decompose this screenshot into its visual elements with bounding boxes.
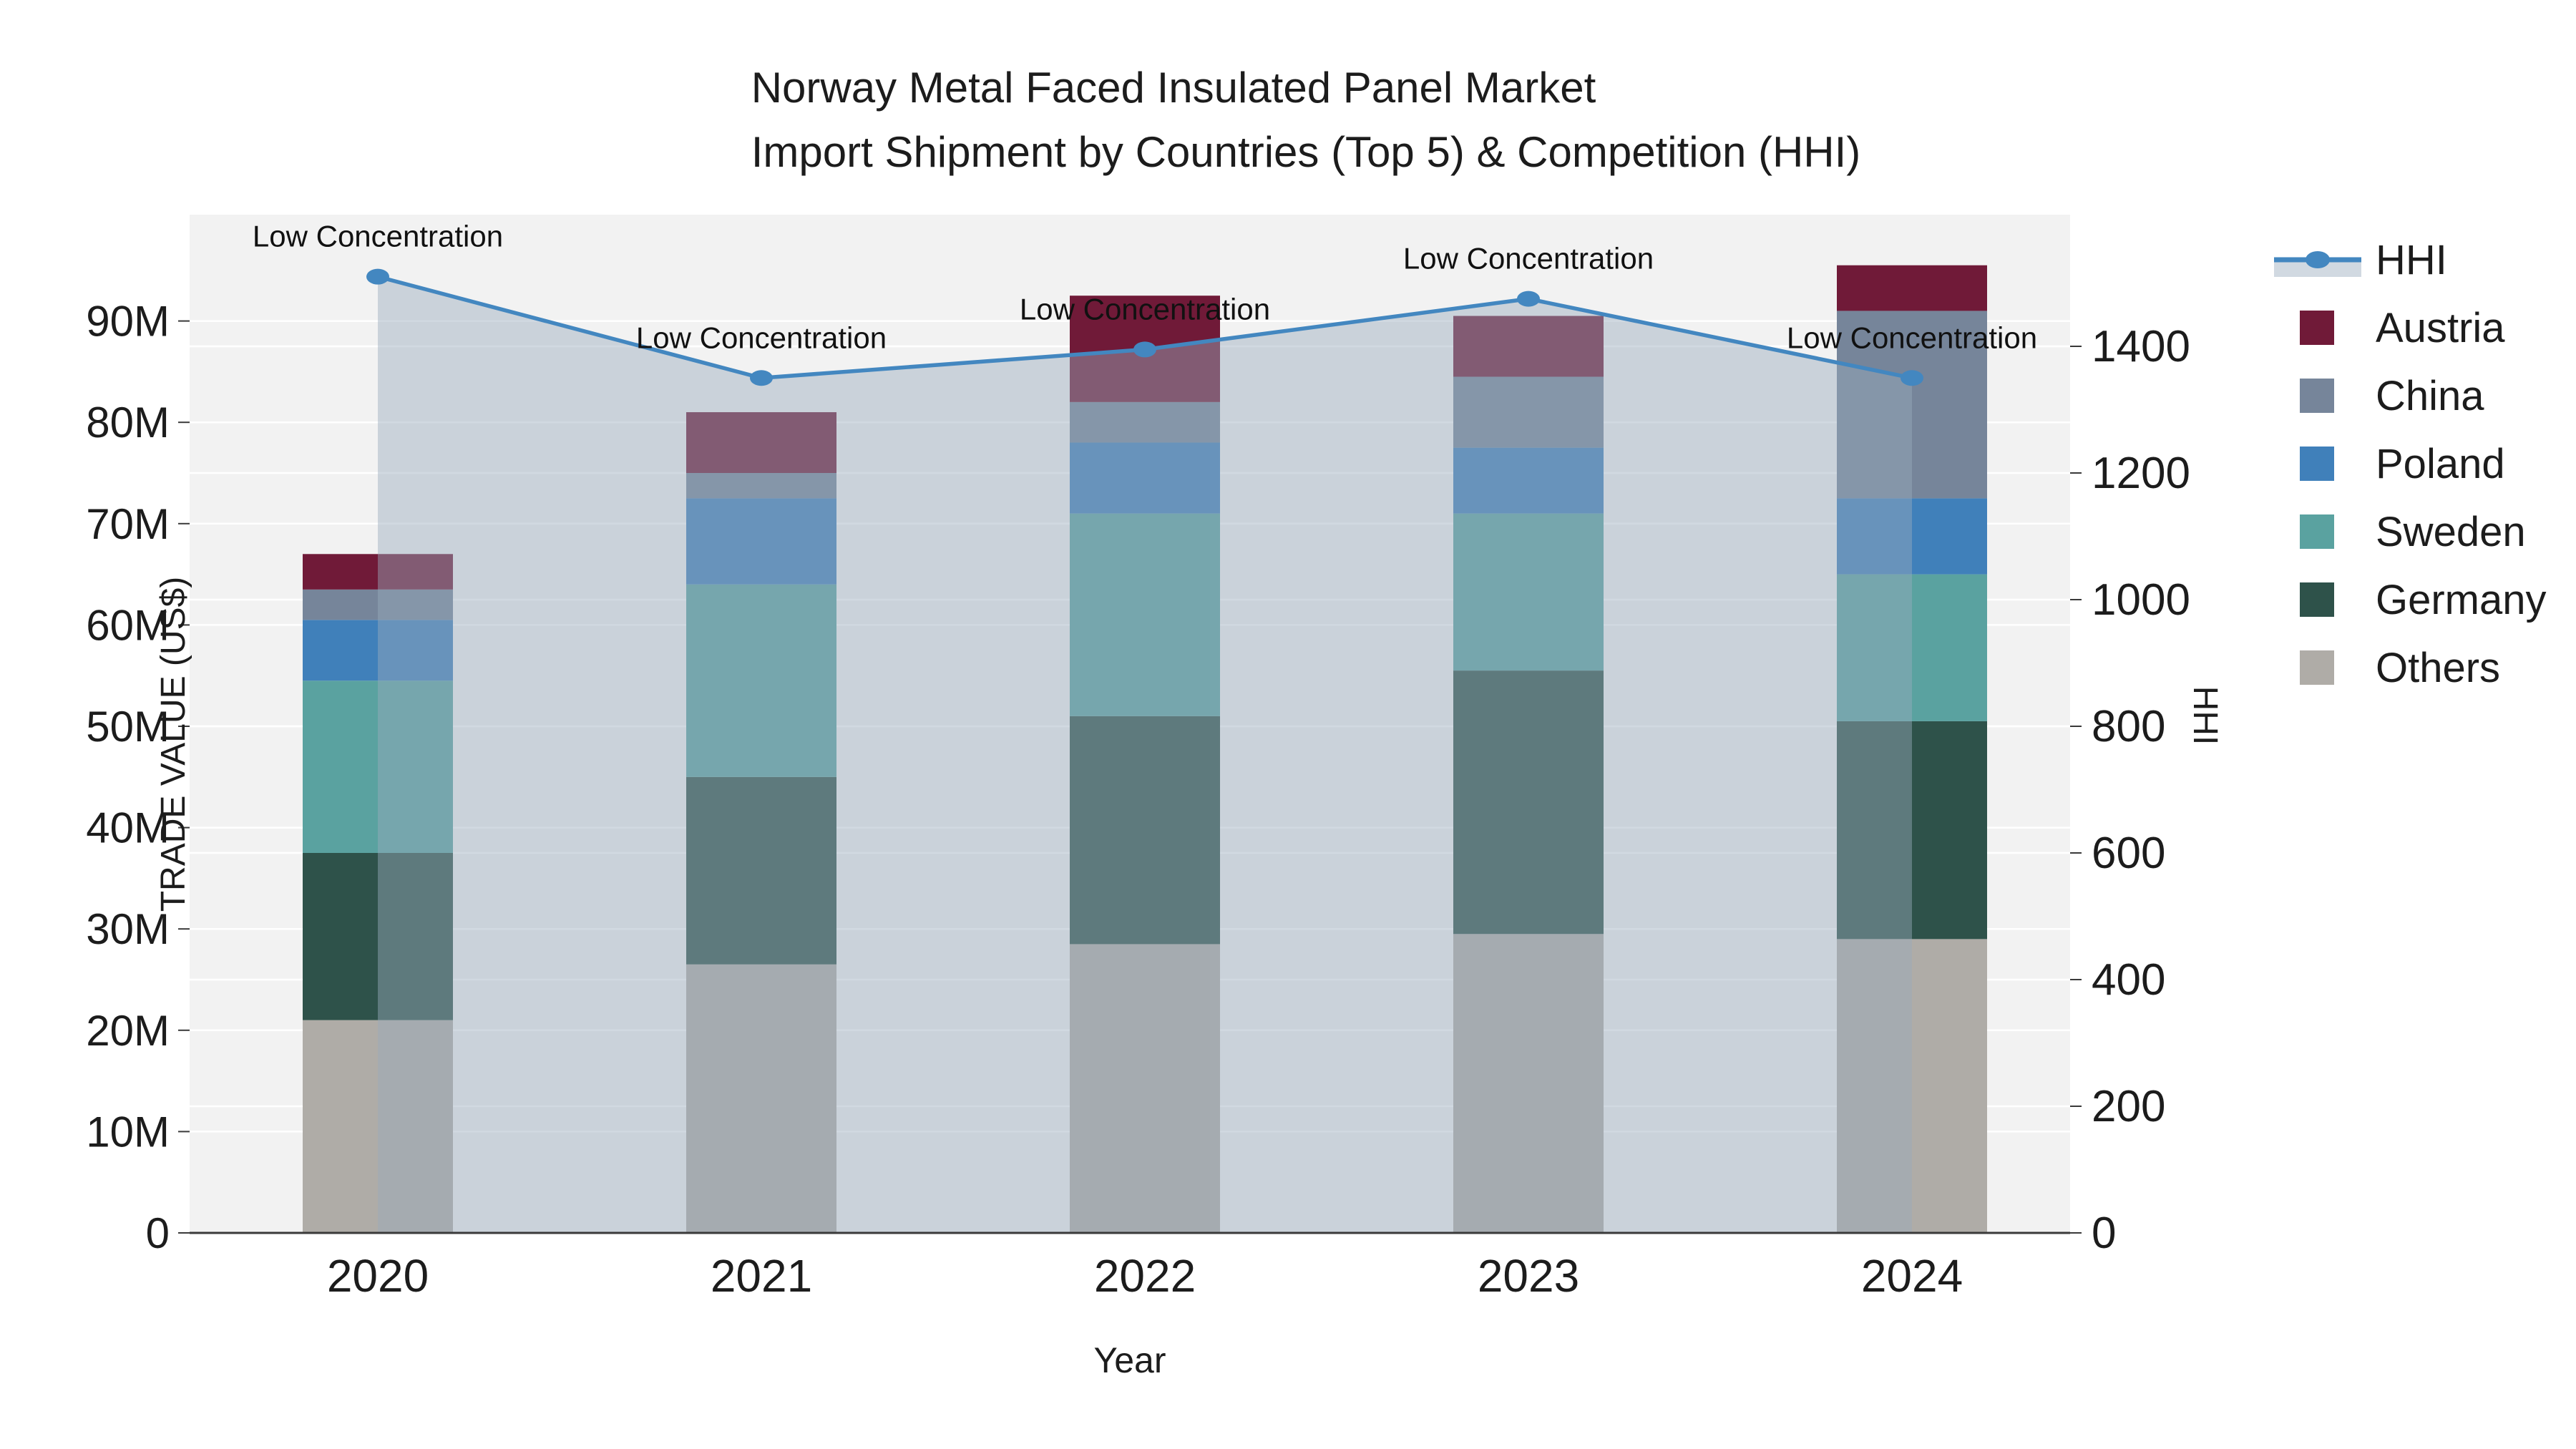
bar-segment-2021-poland[interactable] [686,498,836,585]
chart-title-line2: Import Shipment by Countries (Top 5) & C… [751,128,1861,176]
legend-label-poland: Poland [2376,441,2505,487]
bar-segment-2023-others[interactable] [1453,934,1604,1233]
x-axis-title: Year [1093,1340,1166,1380]
hhi-marker-2023[interactable] [1517,291,1540,307]
bar-segment-2024-sweden[interactable] [1837,574,1987,721]
legend-item-others[interactable]: Others [2300,645,2500,691]
legend-swatch-germany [2300,582,2334,617]
y-left-tick-label-20M: 20M [86,1007,170,1055]
chart-title: Norway Metal Faced Insulated Panel Marke… [751,56,1861,185]
bar-segment-2023-china[interactable] [1453,376,1604,448]
y-left-tick-label-70M: 70M [86,500,170,548]
hhi-marker-2021[interactable] [750,370,773,386]
bar-segment-2022-sweden[interactable] [1070,513,1220,716]
y-right-axis-title: HHI [2185,686,2224,746]
legend-swatch-china [2300,379,2334,413]
y-left-tick-label-0: 0 [146,1209,170,1257]
legend-item-austria[interactable]: Austria [2300,305,2505,351]
hhi-marker-2020[interactable] [366,268,389,285]
legend-label-others: Others [2376,645,2500,691]
legend-item-poland[interactable]: Poland [2300,441,2505,487]
bar-segment-2022-china[interactable] [1070,401,1220,443]
bar-segment-2020-poland[interactable] [303,620,453,681]
legend-swatch-sweden [2300,514,2334,549]
legend-item-sweden[interactable]: Sweden [2300,509,2526,555]
bar-segment-2024-china[interactable] [1837,311,1987,499]
bar-segment-2020-others[interactable] [303,1020,453,1233]
chart-title-line1: Norway Metal Faced Insulated Panel Marke… [751,64,1596,112]
y-right-tick-label-1200: 1200 [2092,449,2190,498]
legend-hhi-marker-swatch [2306,251,2330,268]
annotation-2022: Low Concentration [1020,292,1270,326]
y-left-axis-title: TRADE VALUE (US$) [154,576,192,912]
y-left-tick-label-30M: 30M [86,905,170,953]
bar-segment-2021-germany[interactable] [686,776,836,965]
y-right-tick-label-200: 200 [2092,1082,2165,1131]
bar-segment-2020-china[interactable] [303,589,453,620]
legend-label-hhi: HHI [2376,237,2447,283]
legend-item-hhi[interactable]: HHI [2274,237,2447,283]
legend-label-austria: Austria [2376,305,2505,351]
x-tick-label-2022: 2022 [1094,1250,1196,1302]
hhi-marker-2022[interactable] [1133,341,1156,358]
hhi-marker-2024[interactable] [1901,370,1923,386]
bar-segment-2020-austria[interactable] [303,554,453,590]
annotation-2024: Low Concentration [1787,321,2037,354]
bar-segment-2024-others[interactable] [1837,939,1987,1233]
y-left-tick-label-60M: 60M [86,601,170,649]
y-right-tick-label-400: 400 [2092,955,2165,1005]
bar-segment-2020-germany[interactable] [303,853,453,1020]
bar-segment-2022-poland[interactable] [1070,442,1220,514]
legend-swatch-others [2300,650,2334,685]
x-tick-label-2023: 2023 [1478,1250,1579,1302]
legend-label-sweden: Sweden [2376,509,2526,555]
bar-segment-2023-austria[interactable] [1453,316,1604,377]
y-left-tick-label-40M: 40M [86,804,170,852]
y-right-tick-label-600: 600 [2092,829,2165,878]
y-left-tick-label-10M: 10M [86,1108,170,1156]
y-right-tick-label-0: 0 [2092,1209,2116,1258]
bar-segment-2022-germany[interactable] [1070,716,1220,945]
legend-swatch-austria [2300,311,2334,345]
bar-segment-2023-germany[interactable] [1453,670,1604,935]
legend-item-germany[interactable]: Germany [2300,577,2547,623]
x-tick-label-2020: 2020 [327,1250,429,1302]
y-left-tick-label-80M: 80M [86,399,170,447]
legend-label-germany: Germany [2376,577,2547,623]
bar-segment-2020-sweden[interactable] [303,680,453,853]
bar-segment-2024-poland[interactable] [1837,498,1987,575]
hhi-area-fill [378,276,1912,1233]
annotation-2023: Low Concentration [1403,242,1654,275]
legend-swatch-poland [2300,447,2334,481]
y-right-tick-label-1000: 1000 [2092,575,2190,625]
bar-segment-2024-austria[interactable] [1837,265,1987,311]
y-left-tick-label-90M: 90M [86,298,170,346]
annotation-2020: Low Concentration [253,220,503,253]
y-right-tick-label-1400: 1400 [2092,322,2190,371]
bar-segment-2021-austria[interactable] [686,412,836,473]
x-tick-label-2024: 2024 [1861,1250,1963,1302]
bar-segment-2023-poland[interactable] [1453,447,1604,514]
y-right-tick-label-800: 800 [2092,702,2165,751]
bar-segment-2024-germany[interactable] [1837,721,1987,940]
bar-segment-2023-sweden[interactable] [1453,513,1604,671]
bar-segment-2021-china[interactable] [686,473,836,499]
legend-item-china[interactable]: China [2300,373,2484,419]
bar-segment-2022-others[interactable] [1070,944,1220,1233]
bar-segment-2021-sweden[interactable] [686,584,836,777]
bar-segment-2021-others[interactable] [686,964,836,1233]
annotation-2021: Low Concentration [636,321,887,354]
x-tick-label-2021: 2021 [711,1250,812,1302]
y-left-tick-label-50M: 50M [86,703,170,751]
legend-label-china: China [2376,373,2484,419]
